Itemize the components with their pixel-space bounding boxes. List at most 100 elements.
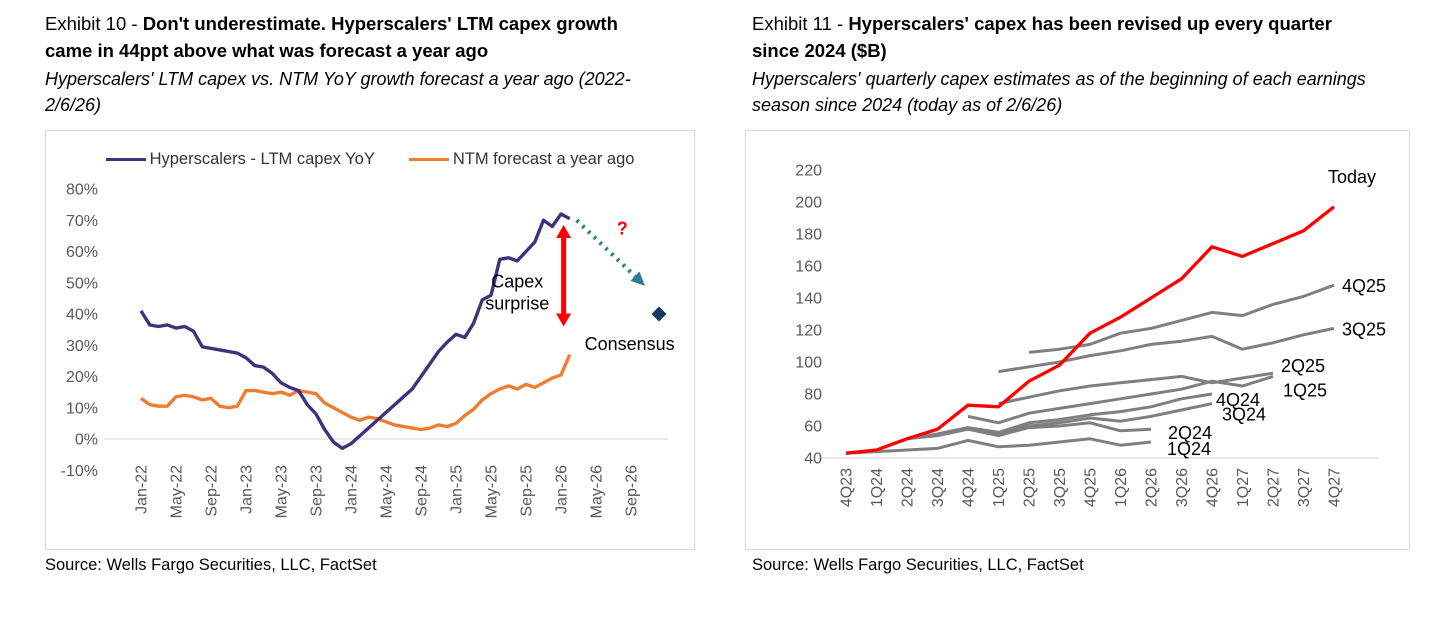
exhibit-10-legend: Hyperscalers - LTM capex YoY NTM forecas… bbox=[46, 150, 694, 169]
svg-text:2Q25: 2Q25 bbox=[1022, 468, 1039, 507]
x-axis-labels: 4Q23 1Q24 2Q24 3Q24 4Q24 1Q25 2Q25 3Q25 4Q25 1Q26… bbox=[839, 468, 1344, 507]
consensus-diamond-marker bbox=[651, 306, 667, 322]
ltm-capex-line-swatch bbox=[105, 157, 146, 162]
exhibit-10-chart: Hyperscalers - LTM capex YoY NTM forecas… bbox=[45, 130, 695, 550]
series-label-today: Today bbox=[1328, 167, 1376, 187]
series-line-1q25 bbox=[967, 374, 1274, 425]
series-label-1q24: 1Q24 bbox=[1167, 439, 1211, 459]
svg-text:40%: 40% bbox=[66, 307, 98, 324]
svg-text:160: 160 bbox=[795, 259, 822, 276]
series-label-2q25: 2Q25 bbox=[1281, 356, 1325, 376]
series-label-2q24: 2Q24 bbox=[1168, 423, 1212, 443]
series-line-2q25 bbox=[998, 371, 1274, 406]
svg-text:4Q23: 4Q23 bbox=[839, 468, 856, 507]
exhibit-10-label: Exhibit 10 - bbox=[45, 13, 143, 34]
svg-text:80: 80 bbox=[804, 387, 822, 404]
exhibit-10-subtitle: Hyperscalers' LTM capex vs. NTM YoY grow… bbox=[45, 69, 631, 115]
svg-text:Sep-26: Sep-26 bbox=[624, 465, 641, 517]
svg-text:Jan-25: Jan-25 bbox=[449, 465, 466, 514]
svg-text:140: 140 bbox=[795, 291, 822, 308]
svg-text:2Q24: 2Q24 bbox=[900, 468, 917, 507]
svg-text:Jan-26: Jan-26 bbox=[554, 465, 571, 514]
exhibit-10-panel: Exhibit 10 - Don't underestimate. Hypers… bbox=[45, 0, 695, 642]
legend-item-ltm-capex: Hyperscalers - LTM capex YoY bbox=[105, 150, 375, 169]
svg-text:4Q25: 4Q25 bbox=[1083, 468, 1100, 507]
exhibit-11-source: Source: Wells Fargo Securities, LLC, Fac… bbox=[752, 556, 1084, 574]
svg-text:4Q26: 4Q26 bbox=[1205, 468, 1222, 507]
series-line-4q24 bbox=[937, 392, 1213, 436]
legend-item-ntm-forecast: NTM forecast a year ago bbox=[408, 150, 635, 169]
svg-text:120: 120 bbox=[795, 323, 822, 340]
svg-text:1Q26: 1Q26 bbox=[1113, 468, 1130, 507]
series-label-1q25: 1Q25 bbox=[1283, 380, 1327, 400]
annotation-capex-surprise: Capex surprise bbox=[485, 271, 549, 313]
x-axis-labels: Jan-22 May-22 Sep-22 Jan-23 May-23 Sep-23 Jan-… bbox=[134, 465, 641, 518]
svg-text:220: 220 bbox=[795, 163, 822, 180]
svg-text:3Q24: 3Q24 bbox=[930, 468, 947, 507]
svg-text:10%: 10% bbox=[66, 400, 98, 417]
series-line-3q25 bbox=[998, 326, 1335, 374]
svg-text:60: 60 bbox=[804, 419, 822, 436]
projection-dotted-arrow bbox=[575, 218, 637, 278]
svg-text:0%: 0% bbox=[75, 432, 98, 449]
svg-text:50%: 50% bbox=[66, 275, 98, 292]
svg-text:3Q26: 3Q26 bbox=[1174, 468, 1191, 507]
exhibit-11-title: Exhibit 11 - Hyperscalers' capex has bee… bbox=[752, 10, 1380, 64]
exhibit-10-plot: 80% 70% 60% 50% 40% 30% 20% 10% 0% -10% Jan-22 May-… bbox=[61, 182, 675, 519]
svg-text:100: 100 bbox=[795, 355, 822, 372]
svg-text:Sep-24: Sep-24 bbox=[414, 465, 431, 517]
exhibit-11-subtitle: Hyperscalers' quarterly capex estimates … bbox=[752, 69, 1366, 115]
svg-text:20%: 20% bbox=[66, 369, 98, 386]
series-line-ntm-forecast-a-year-ago bbox=[140, 353, 572, 432]
annotation-question-mark: ? bbox=[617, 218, 628, 238]
ntm-forecast-line-swatch bbox=[408, 157, 449, 162]
series-label-3q24: 3Q24 bbox=[1222, 405, 1266, 425]
y-axis-labels: 80% 70% 60% 50% 40% 30% 20% 10% 0% -10% bbox=[61, 182, 98, 480]
exhibit-11-chart: 220 200 180 160 140 120 100 80 60 40 4Q23 1Q24 2Q24 3… bbox=[745, 130, 1410, 550]
svg-text:3Q25: 3Q25 bbox=[1052, 468, 1069, 507]
svg-text:Jan-22: Jan-22 bbox=[134, 465, 151, 514]
svg-text:4Q27: 4Q27 bbox=[1327, 468, 1344, 507]
series-lines bbox=[845, 205, 1336, 455]
capex-surprise-arrow-icon bbox=[556, 224, 572, 327]
svg-text:40: 40 bbox=[804, 451, 822, 468]
series-label-4q25: 4Q25 bbox=[1342, 276, 1386, 296]
svg-text:1Q24: 1Q24 bbox=[869, 468, 886, 507]
series-label-4q24: 4Q24 bbox=[1216, 390, 1260, 410]
svg-text:Jan-24: Jan-24 bbox=[344, 465, 361, 514]
svg-text:1Q25: 1Q25 bbox=[991, 468, 1008, 507]
svg-text:200: 200 bbox=[795, 195, 822, 212]
exhibit-11-panel: Exhibit 11 - Hyperscalers' capex has bee… bbox=[745, 0, 1410, 642]
svg-text:4Q24: 4Q24 bbox=[961, 468, 978, 507]
series-label-3q25: 3Q25 bbox=[1342, 319, 1386, 339]
svg-text:Jan-23: Jan-23 bbox=[239, 465, 256, 514]
svg-text:3Q27: 3Q27 bbox=[1296, 468, 1313, 507]
ltm-capex-legend-label: Hyperscalers - LTM capex YoY bbox=[149, 150, 375, 168]
svg-text:May-22: May-22 bbox=[169, 465, 186, 518]
exhibit-10-title: Exhibit 10 - Don't underestimate. Hypers… bbox=[45, 10, 660, 64]
svg-text:30%: 30% bbox=[66, 338, 98, 355]
series-line-hyperscalers-ltm-capex-yoy bbox=[139, 212, 571, 451]
svg-text:2Q26: 2Q26 bbox=[1144, 468, 1161, 507]
svg-text:Sep-23: Sep-23 bbox=[309, 465, 326, 517]
svg-text:-10%: -10% bbox=[61, 463, 98, 480]
svg-text:May-23: May-23 bbox=[274, 465, 291, 518]
series-line-1q24 bbox=[845, 437, 1152, 455]
exhibit-11-label: Exhibit 11 - bbox=[752, 13, 849, 34]
svg-text:May-24: May-24 bbox=[379, 465, 396, 518]
projection-arrowhead-icon bbox=[630, 271, 645, 286]
exhibit-11-title-bold: Hyperscalers' capex has been revised up … bbox=[752, 13, 1332, 61]
svg-text:80%: 80% bbox=[66, 182, 98, 199]
exhibit-10-title-bold: Don't underestimate. Hyperscalers' LTM c… bbox=[45, 13, 618, 61]
svg-text:Sep-22: Sep-22 bbox=[204, 465, 221, 517]
annotation-consensus: Consensus bbox=[585, 334, 675, 354]
ntm-forecast-legend-label: NTM forecast a year ago bbox=[452, 150, 635, 168]
svg-text:2Q27: 2Q27 bbox=[1266, 468, 1283, 507]
svg-text:May-26: May-26 bbox=[589, 465, 606, 518]
exhibit-10-source: Source: Wells Fargo Securities, LLC, Fac… bbox=[45, 556, 377, 574]
svg-text:70%: 70% bbox=[66, 213, 98, 230]
svg-text:May-25: May-25 bbox=[484, 465, 501, 518]
svg-text:Sep-25: Sep-25 bbox=[519, 465, 536, 517]
